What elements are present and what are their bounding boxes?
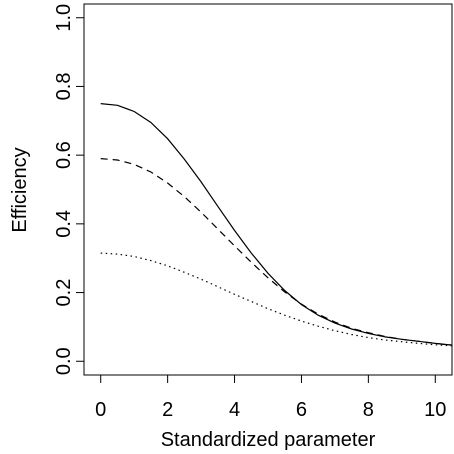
axis-layer: 0 2 4 6 8 10 0.0 0.2 0.4 0.6 0.8 1.0 xyxy=(53,4,446,421)
series-layer xyxy=(100,103,453,347)
plot-frame xyxy=(83,3,453,376)
y-tick-label: 0.6 xyxy=(53,141,75,169)
series-line-dashed xyxy=(100,158,453,346)
y-tick-label: 1.0 xyxy=(53,4,75,32)
x-tick-label: 4 xyxy=(229,399,240,421)
x-axis-label: Standardized parameter xyxy=(161,429,376,451)
x-tick-label: 0 xyxy=(95,399,106,421)
series-line-solid xyxy=(100,103,453,346)
y-tick-label: 0.8 xyxy=(53,73,75,101)
x-tick-label: 2 xyxy=(162,399,173,421)
y-tick-label: 0.0 xyxy=(53,347,75,375)
series-line-dotted xyxy=(100,252,453,347)
y-axis-label: Efficiency xyxy=(9,147,31,232)
y-tick-label: 0.4 xyxy=(53,210,75,238)
x-tick-label: 8 xyxy=(363,399,374,421)
y-tick-label: 0.2 xyxy=(53,279,75,307)
x-tick-label: 6 xyxy=(296,399,307,421)
x-tick-label: 10 xyxy=(424,399,446,421)
